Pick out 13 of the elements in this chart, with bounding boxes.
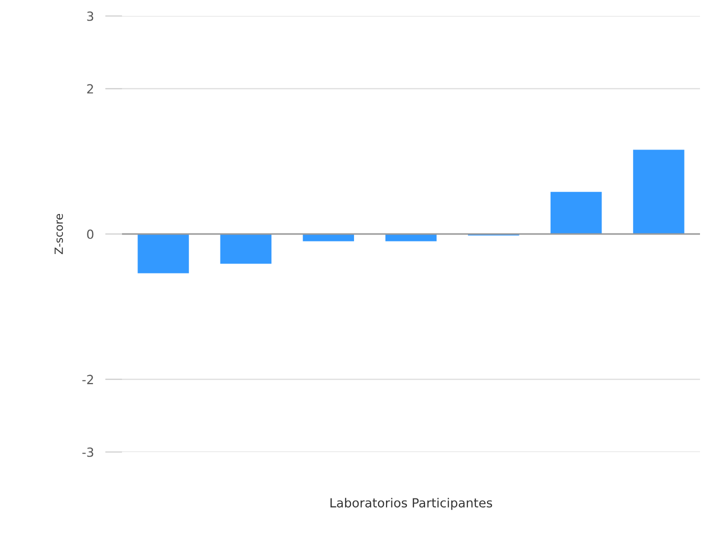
y-axis-title: Z-score bbox=[54, 214, 63, 254]
x-axis-title: Laboratorios Participantes bbox=[330, 498, 492, 510]
bar bbox=[138, 234, 189, 274]
bar bbox=[633, 150, 684, 234]
bar bbox=[220, 234, 272, 264]
bar bbox=[550, 192, 602, 234]
y-tick-label: -3 bbox=[82, 447, 94, 457]
bar bbox=[385, 234, 437, 242]
y-tick-label: 3 bbox=[87, 11, 94, 21]
bar bbox=[302, 234, 354, 242]
y-tick-label: 0 bbox=[87, 229, 94, 239]
y-tick-label: 2 bbox=[87, 84, 93, 94]
y-tick-label: -2 bbox=[82, 374, 93, 384]
